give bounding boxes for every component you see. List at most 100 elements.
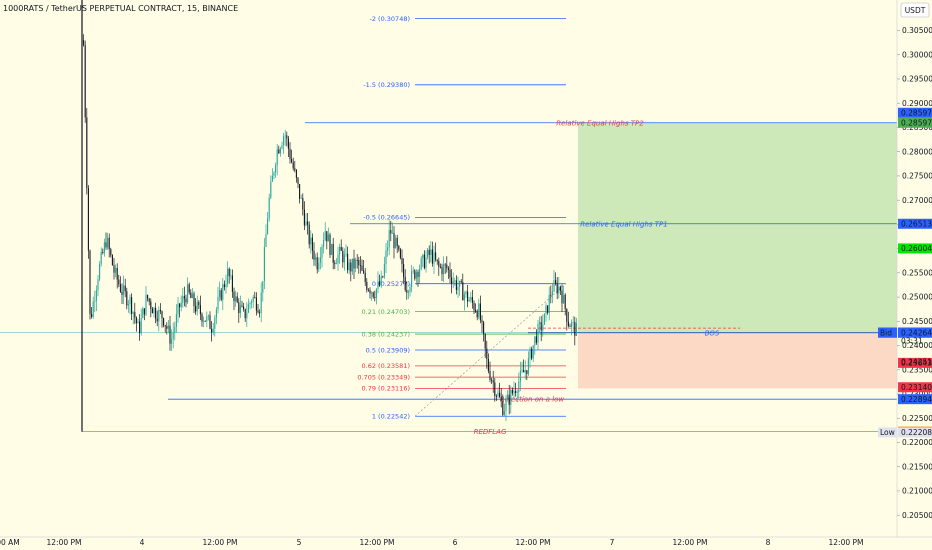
candle-body	[383, 263, 385, 277]
candle-body	[369, 290, 371, 294]
candle-body	[255, 297, 257, 311]
candle-body	[366, 281, 368, 290]
candle-body	[561, 290, 563, 304]
x-tick-label: 12:00 PM	[516, 538, 551, 547]
chart-title: 1000RATS / TetherUS PERPETUAL CONTRACT, …	[3, 4, 239, 13]
candle-body	[113, 265, 115, 273]
candle-body	[531, 349, 533, 359]
candle-body	[425, 257, 427, 269]
candle-body	[534, 336, 536, 346]
candle-body	[364, 272, 366, 282]
candle-body	[551, 291, 553, 296]
candle-body	[545, 305, 547, 314]
price-tag-label: 0.24264	[901, 329, 932, 338]
take-profit-zone	[578, 122, 897, 335]
candle-body	[335, 263, 337, 265]
candle-body	[211, 328, 213, 333]
candle-body	[156, 318, 158, 322]
price-tag-label: 0.26004	[901, 244, 932, 253]
candle-body	[476, 311, 478, 318]
price-tag-label: 0.22894	[901, 395, 932, 404]
candle-body	[535, 336, 537, 343]
x-tick-label: 12:00 PM	[360, 538, 395, 547]
fib-level-label: 0.62 (0.23581)	[362, 362, 411, 370]
candle-body	[409, 287, 411, 292]
price-tag	[898, 107, 932, 118]
candle-body	[139, 321, 141, 334]
candle-body	[334, 262, 336, 264]
candle-body	[543, 313, 545, 325]
candle-body	[423, 254, 425, 269]
candle-body	[404, 277, 406, 291]
candle-body	[459, 280, 461, 287]
candle-body	[83, 40, 85, 46]
candle-body	[329, 234, 331, 255]
candle-body	[195, 306, 197, 312]
candle-body	[319, 257, 321, 263]
candle-body	[417, 272, 419, 277]
candle-body	[510, 389, 512, 406]
fib-level-label: 0.21 (0.24703)	[362, 308, 411, 316]
price-tag-label: 0.28597	[901, 109, 932, 118]
candle-body	[475, 309, 477, 312]
candle-body	[467, 291, 469, 302]
candle-body	[244, 309, 246, 319]
candle-body	[390, 230, 392, 234]
candle-body	[558, 286, 560, 294]
fib-level-label: 0.79 (0.23116)	[362, 385, 411, 393]
candle-body	[150, 301, 152, 309]
candle-body	[348, 262, 350, 271]
candle-body	[260, 292, 262, 313]
currency-button-label: USDT	[905, 6, 926, 15]
candle-body	[367, 289, 369, 291]
candle-body	[273, 172, 275, 176]
candle-body	[563, 294, 565, 304]
candle-body	[484, 333, 486, 349]
candle-body	[339, 246, 341, 255]
stop-loss-zone	[578, 334, 897, 389]
candle-body	[439, 266, 441, 268]
candle-body	[532, 345, 534, 359]
candle-body	[238, 302, 240, 314]
candle-body	[444, 264, 446, 266]
candle-body	[379, 281, 381, 286]
y-tick-label: 0.25500	[902, 268, 932, 277]
candle-body	[275, 165, 277, 173]
candles-group	[83, 34, 577, 422]
candle-body	[143, 308, 145, 315]
candle-body	[513, 390, 515, 394]
candle-body	[123, 285, 125, 295]
fib-level-label: 1 (0.22542)	[372, 413, 410, 421]
candle-body	[164, 325, 166, 327]
candle-body	[243, 306, 245, 310]
candle-body	[223, 284, 225, 288]
candle-body	[286, 135, 288, 139]
candle-body	[371, 292, 373, 294]
candle-body	[316, 257, 318, 270]
candle-body	[454, 280, 456, 282]
candle-body	[254, 297, 256, 298]
x-tick-label: 8	[766, 538, 771, 547]
candle-body	[486, 348, 488, 359]
candle-body	[419, 268, 421, 277]
candle-body	[247, 304, 249, 313]
candle-body	[337, 254, 339, 264]
candle-body	[359, 265, 361, 266]
candle-body	[151, 308, 153, 314]
candle-body	[519, 370, 521, 382]
candle-body	[252, 297, 254, 302]
candle-body	[305, 221, 307, 226]
candle-body	[327, 234, 329, 242]
x-tick-label: 5	[297, 538, 302, 547]
candle-body	[185, 298, 187, 303]
candle-body	[313, 250, 315, 260]
candle-body	[497, 392, 499, 396]
currency-button[interactable]	[900, 2, 930, 18]
candle-body	[555, 280, 557, 284]
candle-body	[500, 396, 502, 401]
price-tag-label: 0.23643	[901, 359, 932, 368]
candle-body	[231, 275, 233, 292]
candle-body	[180, 302, 182, 308]
